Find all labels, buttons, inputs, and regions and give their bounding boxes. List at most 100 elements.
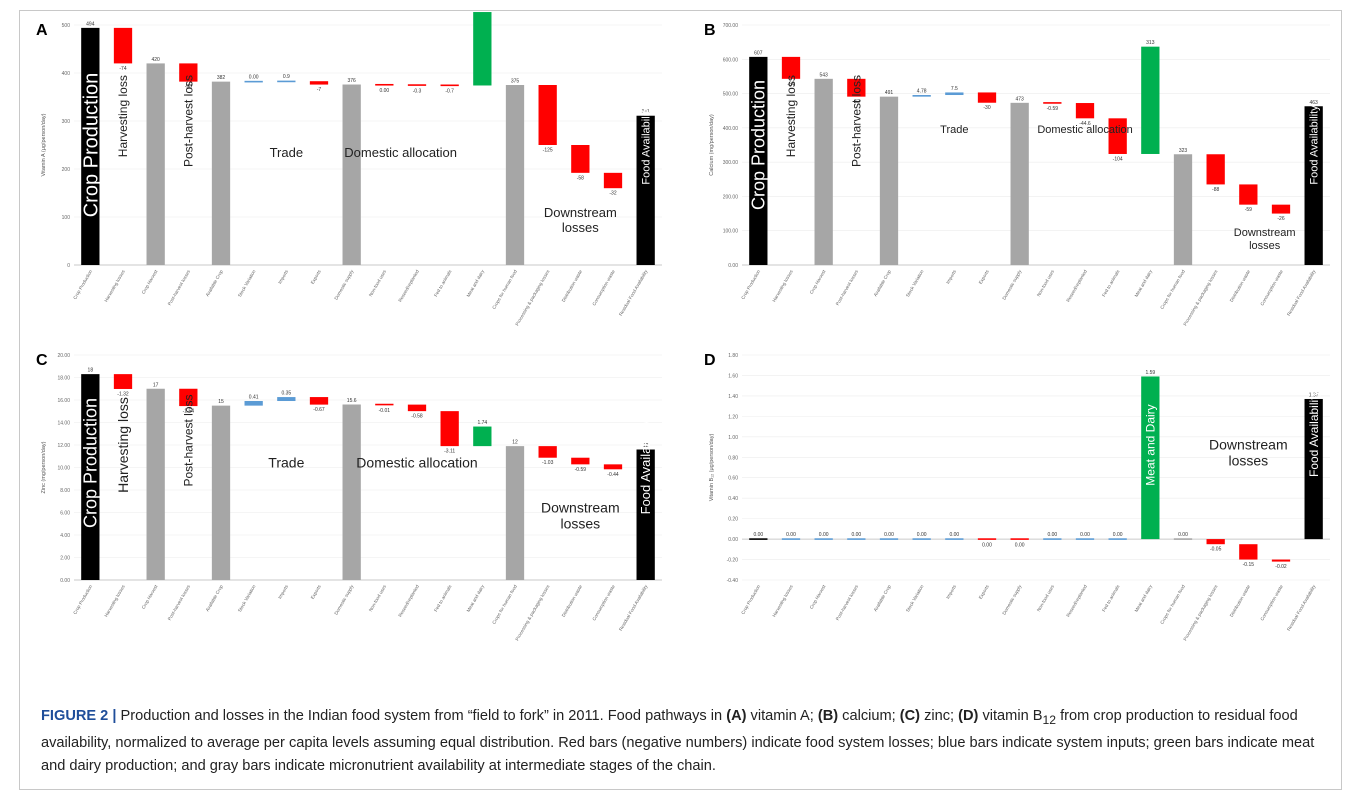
data-label: 0.00 [917,532,927,538]
data-label: 311 [642,109,650,115]
category-label: Non-food uses [1036,268,1056,297]
bar-fed-to-animals [1108,118,1127,154]
bar-reseed-replanted [407,84,427,86]
bar-crop-production [81,374,100,580]
data-label: -0.7 [445,89,454,95]
category-label: Exports [310,583,322,600]
bar-consumption-waste [603,172,623,189]
y-tick-label: -0.20 [727,558,739,564]
y-tick-label: 0.00 [728,537,738,543]
category-label: Consumption waste [1259,269,1284,307]
data-label: 153 [478,11,487,12]
data-label: -0.67 [313,407,325,413]
data-label: -0.01 [379,408,391,414]
annotation-label: Food Availability [641,105,653,185]
bar-crops-for-human-food [505,446,525,580]
annotation-label: Harvesting loss [784,75,798,157]
category-label: Residual Food Availability [618,268,649,316]
category-label: Fed to animals [1101,583,1121,612]
annotation-line: Downstream [544,205,617,220]
data-label: 463 [1309,100,1318,106]
bar-distribution-waste [571,457,590,465]
y-tick-label: 600.00 [723,57,739,63]
category-label: Imports [945,583,957,599]
category-label: Imports [277,583,289,599]
y-tick-label: 14.00 [57,421,70,427]
y-tick-label: 100 [62,215,71,221]
y-tick-label: 0.00 [60,578,70,584]
y-tick-label: 700.00 [723,23,739,29]
category-label: Non-food uses [368,583,388,612]
data-label: 1.59 [1145,370,1155,376]
y-tick-label: 2.00 [60,556,70,562]
annotation-line: Downstream [541,500,620,516]
annotation-label: Harvesting loss [116,75,130,157]
caption-text-2: from crop production to residual food av… [41,708,1315,774]
data-label: 17 [153,382,159,388]
bar-meat-and-dairy [1141,46,1160,154]
bar-consumption-waste [1271,204,1291,214]
category-label: Exports [310,268,322,285]
bar-crop-harvest [146,388,165,580]
y-tick-label: 1.40 [728,394,738,400]
caption-d-text: vitamin B [978,708,1043,724]
category-label: Non-food uses [368,268,388,297]
data-label: -0.15 [1243,562,1255,568]
data-label: -30 [983,105,990,111]
bar-non-food-uses [1043,102,1062,104]
category-label: Consumption waste [591,269,616,307]
data-label: 313 [1146,40,1155,46]
annotation-label: Trade [940,124,968,136]
category-label: Harvesting losses [771,268,794,303]
data-label: 0.00 [982,542,992,548]
data-label: -0.59 [575,467,587,473]
data-label: -74 [119,66,126,72]
data-label: 382 [217,75,226,81]
category-label: Reseed/replanted [397,584,420,618]
category-label: Harvesting losses [103,268,126,303]
annotation-label: Post-harvest loss [182,75,196,167]
data-label: 15 [218,399,224,405]
y-tick-label: 12.00 [57,443,70,449]
annotation-label: Downstream losses [544,205,617,235]
y-tick-label: 10.00 [57,466,70,472]
category-label: Available Crop [873,584,892,613]
category-label: Crop Harvest [141,268,159,295]
annotation-label: Meat and Dairy [1144,404,1158,485]
category-label: Meat and dairy [1134,583,1154,612]
data-label: 0.00 [1113,532,1123,538]
y-tick-label: 4.00 [60,533,70,539]
bar-harvesting-losses [113,27,133,64]
bar-available-crop [879,538,899,540]
category-label: Processing & packaging losses [1182,268,1218,326]
category-label: Meat and dairy [1134,268,1154,297]
bar-distribution-waste [1239,184,1258,205]
data-label: 12 [643,443,649,449]
y-tick-label: 400 [62,71,71,77]
category-label: Domestic supply [1001,268,1023,300]
data-label: -0.44 [607,472,619,478]
bar-non-food-uses [375,403,394,406]
data-label: 375 [511,79,520,85]
data-label: -0.59 [1047,106,1059,112]
data-label: -64 [787,81,794,87]
category-label: Reseed/replanted [1065,584,1088,618]
panel-d: D Vitamin B₁₂ (μg/person/day) -0.40 -0.20 0.… [704,352,1330,642]
bar-crops-for-human-food [1173,154,1193,265]
y-tick-label: 6.00 [60,511,70,517]
category-label: Available Crop [873,269,892,298]
category-label: Distribution waste [561,269,584,303]
y-axis-label: Calcium (mg/person/day) [709,114,715,176]
category-label: Stock Variation [237,269,257,298]
annotation-label: Harvesting loss [115,397,131,493]
y-tick-label: 1.20 [728,414,738,420]
y-tick-label: 300.00 [723,160,739,166]
category-label: Available Crop [205,584,224,613]
bar-distribution-waste [1239,544,1258,560]
bar-crop-harvest [146,63,165,266]
bar-crop-production [81,27,100,265]
annotation-label: Domestic allocation [356,455,477,471]
bar-domestic-supply [1010,102,1029,265]
annotation-label: Domestic allocation [1037,124,1132,136]
category-label: Crop Production [72,269,93,301]
